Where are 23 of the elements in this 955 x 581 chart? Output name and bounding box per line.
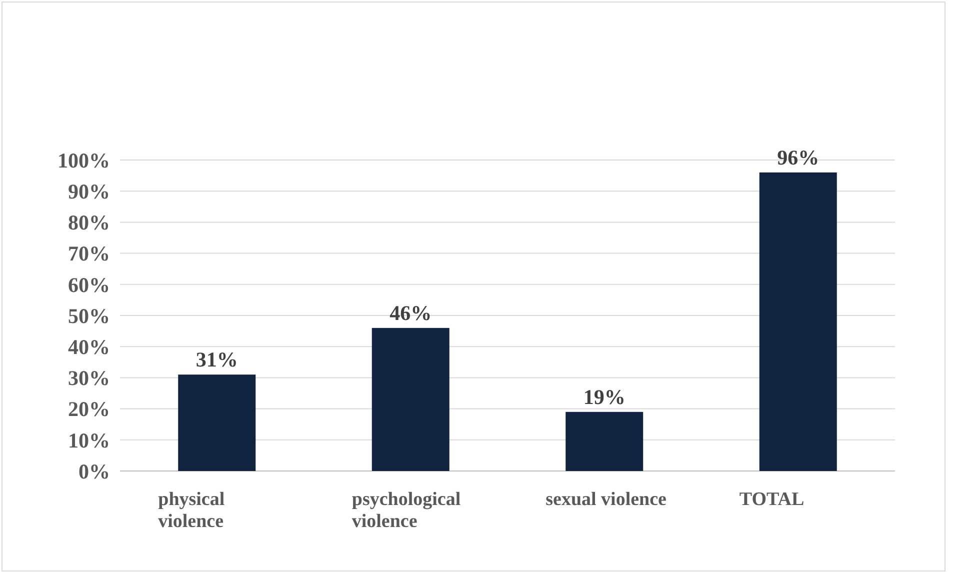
data-label: 31% xyxy=(196,348,238,372)
bar xyxy=(566,412,644,471)
x-tick-label: psychological violence xyxy=(352,489,461,532)
y-tick-label: 30% xyxy=(68,366,110,390)
bar xyxy=(372,328,450,471)
data-label: 19% xyxy=(583,384,626,409)
y-tick-label: 60% xyxy=(68,272,110,297)
y-tick-label: 80% xyxy=(68,210,110,235)
y-tick-label: 70% xyxy=(68,242,110,266)
y-tick-label: 10% xyxy=(68,428,110,452)
y-tick-label: 90% xyxy=(68,179,110,204)
x-tick-label: TOTAL xyxy=(739,489,804,510)
bar xyxy=(178,374,256,471)
y-tick-label: 20% xyxy=(68,397,110,422)
y-tick-label: 0% xyxy=(78,459,110,484)
y-tick-label: 40% xyxy=(68,334,110,359)
data-label: 96% xyxy=(777,145,820,170)
data-label: 46% xyxy=(390,300,432,325)
x-tick-label: sexual violence xyxy=(546,489,666,510)
x-tick-label: physical violence xyxy=(158,489,225,532)
bar xyxy=(759,172,837,471)
y-tick-label: 50% xyxy=(68,304,110,328)
y-tick-label: 100% xyxy=(58,148,110,172)
